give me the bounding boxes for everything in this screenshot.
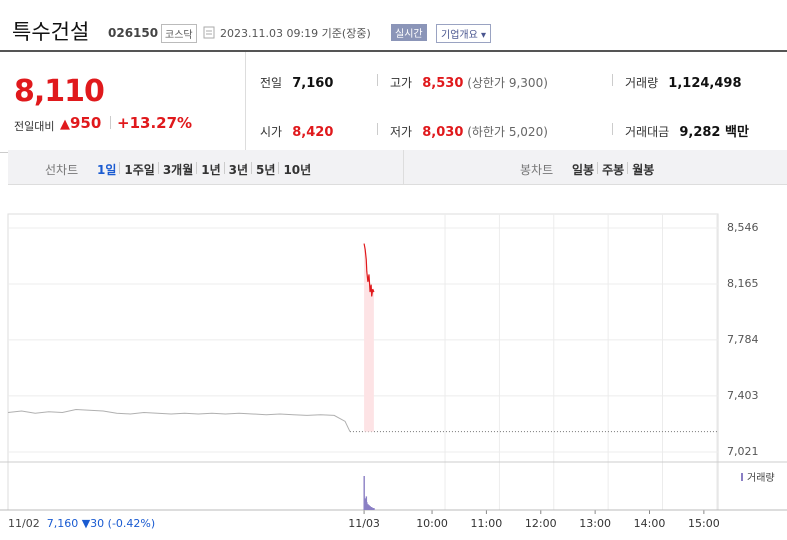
y-tick-label: 8,165 bbox=[727, 277, 759, 290]
stat: 전일 7,160 bbox=[260, 72, 333, 91]
tab-sep bbox=[627, 162, 629, 174]
stat-value: 9,282 백만 bbox=[679, 125, 749, 140]
x-tick-label: 11:00 bbox=[471, 517, 503, 530]
prev-change: ▼30 bbox=[81, 517, 105, 530]
x-tick-label: 12:00 bbox=[525, 517, 557, 530]
stat-note: (하한가 5,020) bbox=[463, 125, 548, 139]
y-tick-label: 7,403 bbox=[727, 389, 759, 402]
today-line bbox=[363, 243, 375, 297]
stat-label: 저가 bbox=[390, 125, 413, 139]
note-label: 상한가 bbox=[471, 76, 506, 90]
volume-bar bbox=[369, 506, 371, 510]
x-tick-label: 14:00 bbox=[634, 517, 666, 530]
tab[interactable]: 일봉 bbox=[572, 163, 595, 177]
volume-bar bbox=[367, 504, 369, 510]
y-tick-label: 7,784 bbox=[727, 333, 759, 346]
tab-sep bbox=[223, 162, 225, 174]
tab[interactable]: 1주일 bbox=[124, 163, 155, 177]
tab[interactable]: 3개월 bbox=[162, 163, 194, 177]
prev-day-line bbox=[7, 409, 351, 432]
stat: 저가 8,030 (하한가 5,020) bbox=[390, 121, 548, 140]
x-tick-label: 10:00 bbox=[416, 517, 448, 530]
volume-bar bbox=[363, 476, 365, 510]
tab[interactable]: 월봉 bbox=[632, 163, 655, 177]
volume-bar bbox=[366, 502, 368, 510]
x-tick-label: 13:00 bbox=[579, 517, 611, 530]
x-tick-label: 15:00 bbox=[688, 517, 720, 530]
volume-bar bbox=[372, 508, 374, 510]
doc-icon bbox=[203, 26, 215, 39]
change-label: 전일대비 bbox=[14, 120, 55, 133]
tab-sep bbox=[597, 162, 599, 174]
stat: 고가 8,530 (상한가 9,300) bbox=[390, 72, 548, 91]
stat: 거래량 1,124,498 bbox=[625, 72, 742, 91]
stat-label: 거래대금 bbox=[625, 125, 670, 139]
tab-sep bbox=[196, 162, 198, 174]
company-info-label: 기업개요 bbox=[441, 30, 478, 41]
tab[interactable]: 10년 bbox=[283, 163, 312, 177]
tab[interactable]: 1일 bbox=[97, 163, 117, 177]
stat-label: 고가 bbox=[390, 76, 413, 90]
tab[interactable]: 5년 bbox=[256, 163, 276, 177]
stat-value: 8,420 bbox=[292, 125, 334, 140]
today-area bbox=[364, 243, 374, 432]
chart: 8,546 8,165 7,784 7,403 7,021 11/03 10:00 11:00… bbox=[0, 213, 787, 530]
change-rate: +13.27% bbox=[117, 114, 193, 132]
volume-bar bbox=[368, 505, 370, 510]
note-label: 하한가 bbox=[471, 125, 506, 139]
market-badge: 코스닥 bbox=[161, 24, 197, 43]
prev-rate: (-0.42%) bbox=[107, 517, 156, 530]
stat: 거래대금 9,282 백만 bbox=[625, 121, 749, 140]
volume-bar bbox=[364, 498, 366, 510]
prev-close: 7,160 bbox=[46, 517, 79, 530]
quote-box: 8,110 전일대비 ▲950 +13.27% 전일 7,160 고가 8,530… bbox=[0, 50, 787, 153]
tab-sep bbox=[157, 162, 159, 174]
volume-bar bbox=[373, 508, 375, 510]
stock-code: 026150 bbox=[108, 26, 159, 40]
stat-value: 8,030 bbox=[422, 125, 464, 140]
realtime-button[interactable]: 실시간 bbox=[391, 24, 427, 41]
tab-sep bbox=[119, 162, 121, 174]
x-tick-label: 11/03 bbox=[348, 517, 380, 530]
tab[interactable]: 주봉 bbox=[602, 163, 625, 177]
change-value: 950 bbox=[70, 114, 102, 132]
tab-sep bbox=[251, 162, 253, 174]
stat-value: 1,124,498 bbox=[668, 76, 742, 91]
stat-label: 거래량 bbox=[625, 76, 659, 90]
stat-value: 8,530 bbox=[422, 76, 464, 91]
volume-legend: 거래량 bbox=[747, 472, 775, 484]
plot-frame bbox=[7, 213, 719, 511]
volume-bar bbox=[371, 507, 373, 510]
stat-label: 시가 bbox=[260, 125, 283, 139]
prev-day-summary: 11/02 7,160 ▼30 (-0.42%) bbox=[8, 517, 155, 530]
company-info-button[interactable]: 기업개요 ▾ bbox=[436, 24, 492, 43]
timestamp: 2023.11.03 09:19 기준(장중) bbox=[220, 27, 371, 40]
tab[interactable]: 1년 bbox=[201, 163, 221, 177]
prev-date: 11/02 bbox=[8, 517, 40, 530]
stock-name: 특수건설 bbox=[12, 20, 90, 44]
stat-note: (상한가 9,300) bbox=[463, 76, 548, 90]
y-tick-label: 8,546 bbox=[727, 221, 759, 234]
note-value: 5,020 bbox=[508, 125, 544, 139]
current-price: 8,110 bbox=[14, 74, 105, 109]
stat-value: 7,160 bbox=[292, 76, 334, 91]
stat-label: 전일 bbox=[260, 76, 283, 90]
stat: 시가 8,420 bbox=[260, 121, 333, 140]
note-value: 9,300 bbox=[508, 76, 544, 90]
y-tick-label: 7,021 bbox=[727, 445, 759, 458]
tab[interactable]: 3년 bbox=[228, 163, 249, 177]
tab-group-label: 선차트 bbox=[45, 163, 79, 177]
volume-legend-swatch bbox=[741, 473, 743, 481]
chart-tabs: 선차트 1일 1주일 3개월 1년 3년 5년 10년 봉차트 일봉 주봉 월봉 bbox=[8, 150, 787, 185]
tab-group-label: 봉차트 bbox=[520, 163, 554, 177]
tab-sep bbox=[278, 162, 280, 174]
change: ▲950 bbox=[60, 114, 102, 132]
